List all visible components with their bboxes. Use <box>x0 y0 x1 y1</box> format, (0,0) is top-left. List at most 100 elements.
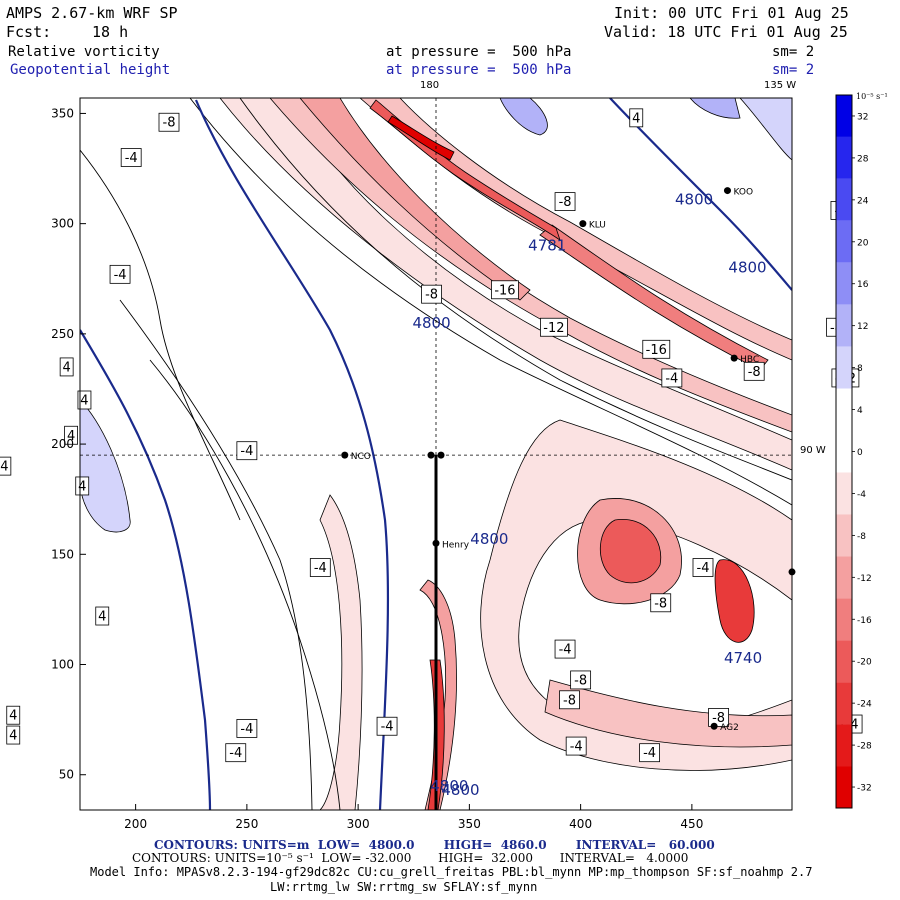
svg-text:KOO: KOO <box>733 188 753 198</box>
vorticity-label-15: -4 <box>309 558 331 577</box>
vorticity-label-12: 4 <box>6 705 21 725</box>
svg-text:-4: -4 <box>559 643 572 658</box>
field1-name: Relative vorticity <box>8 44 160 60</box>
vorticity-label-52: -4 <box>554 639 576 659</box>
colorbar-tick-label-9: -4 <box>857 490 866 500</box>
vorticity-label-24: -8 <box>554 192 576 212</box>
vorticity-label-4: 4 <box>77 390 92 410</box>
field2-level: at pressure = 500 hPa <box>386 62 572 78</box>
svg-text:-4: -4 <box>240 444 253 459</box>
svg-text:Henry: Henry <box>442 540 470 550</box>
svg-text:-4: -4 <box>314 561 327 576</box>
vorticity-label-31: -16 <box>491 280 519 300</box>
lon-label-180: 180 <box>420 80 440 91</box>
lon-label-135w: 135 W <box>764 80 797 91</box>
colorbar-tick-label-8: 0 <box>857 448 863 458</box>
colorbar-segment-9 <box>836 472 852 515</box>
colorbar-segment-1 <box>836 136 852 179</box>
vorticity-label-8: 4 <box>75 476 90 496</box>
field1-level: at pressure = 500 hPa <box>386 44 572 60</box>
svg-text:4: 4 <box>78 479 86 494</box>
colorbar-tick-label-15: -28 <box>857 742 872 752</box>
height-label-6: 4781 <box>528 237 566 255</box>
height-label-3: 4800 <box>430 777 468 795</box>
colorbar-tick-label-3: 20 <box>857 238 869 248</box>
y-tick-label-5: 300 <box>51 217 74 231</box>
colorbar-unit-label: 10⁻⁵ s⁻¹ <box>856 92 888 101</box>
y-tick-label-0: 50 <box>59 768 74 782</box>
vorticity-label-30: -8 <box>421 284 442 304</box>
vorticity-band-17 <box>689 98 741 119</box>
svg-text:-8: -8 <box>574 673 587 688</box>
svg-text:-8: -8 <box>163 116 176 131</box>
footer-model-info: Model Info: MPASv8.2.3-194-gf29dc82c CU:… <box>90 865 813 879</box>
stations: NCO Henry KLU KOO HBC AG2 <box>341 187 796 733</box>
svg-text:-4: -4 <box>229 746 242 761</box>
svg-text:-16: -16 <box>646 343 667 358</box>
colorbar-segment-14 <box>836 682 852 725</box>
y-tick-label-3: 200 <box>51 437 74 451</box>
plot-frame <box>79 97 793 811</box>
vorticity-band-16 <box>499 98 548 136</box>
vorticity-label-32: -12 <box>540 317 568 337</box>
vorticity-label-17: -4 <box>225 743 247 763</box>
svg-text:-4: -4 <box>570 740 583 755</box>
colorbar-segment-10 <box>836 514 852 557</box>
header-fcst-value: 18 h <box>92 23 129 41</box>
vorticity-label-5: 4 <box>64 425 78 445</box>
vorticity-label-16: -4 <box>236 719 258 738</box>
lon-label-90w: 90 W <box>800 445 826 456</box>
station-3: KOO <box>723 187 753 198</box>
vorticity-label-11: 4 <box>95 606 110 626</box>
height-contour-1 <box>80 329 212 810</box>
vorticity-band-3 <box>359 98 792 361</box>
svg-text:4: 4 <box>632 111 640 126</box>
vorticity-label-19: 4 <box>629 108 644 128</box>
colorbar-segment-6 <box>836 346 852 389</box>
y-tick-label-6: 350 <box>51 106 74 120</box>
colorbar-segment-13 <box>836 640 852 683</box>
svg-text:4: 4 <box>9 709 17 724</box>
colorbar-tick-label-5: 12 <box>857 322 868 332</box>
height-label-4: 4800 <box>675 190 713 208</box>
colorbar-segment-15 <box>836 724 852 767</box>
vorticity-band-13 <box>419 579 457 810</box>
vorticity-label-33: -16 <box>642 339 671 359</box>
svg-text:-8: -8 <box>559 195 572 210</box>
svg-text:HBC: HBC <box>740 355 759 365</box>
svg-text:-4: -4 <box>381 720 394 735</box>
vorticity-contour-4 <box>80 149 241 521</box>
colorbar-segment-5 <box>836 304 852 347</box>
vorticity-label-13: 4 <box>6 725 21 745</box>
station-0: NCO <box>341 451 371 462</box>
header-valid: Valid: 18 UTC Fri 01 Aug 25 <box>604 23 848 41</box>
vorticity-band-10 <box>714 559 755 643</box>
vorticity-label-53: -8 <box>570 670 592 690</box>
header-fcst-label: Fcst: <box>6 23 52 41</box>
vorticity-label-0: -8 <box>158 112 180 132</box>
svg-text:AG2: AG2 <box>720 723 739 733</box>
svg-text:4: 4 <box>63 360 71 375</box>
x-tick-label-5: 450 <box>680 817 703 831</box>
vorticity-label-18: -4 <box>376 716 398 736</box>
vorticity-band-9 <box>599 518 662 584</box>
colorbar-tick-label-14: -24 <box>857 700 872 710</box>
field2-name: Geopotential height <box>10 62 171 78</box>
height-label-5: 4800 <box>728 259 766 277</box>
svg-text:4: 4 <box>80 393 88 408</box>
station-1: Henry <box>432 539 470 550</box>
colorbar-segment-4 <box>836 262 852 305</box>
svg-text:-4: -4 <box>697 561 710 576</box>
svg-text:-8: -8 <box>748 365 761 380</box>
colorbar-tick-label-11: -12 <box>857 574 872 584</box>
svg-text:-4: -4 <box>665 371 678 386</box>
footer-contours-height: CONTOURS: UNITS=m LOW= 4800.0 HIGH= 4860… <box>154 838 715 852</box>
colorbar-tick-label-6: 8 <box>857 364 863 374</box>
vorticity-label-54: -8 <box>559 690 580 710</box>
vorticity-label-34: -4 <box>661 368 683 388</box>
colorbar-tick-label-16: -32 <box>857 784 872 794</box>
colorbar-segment-2 <box>836 178 852 221</box>
vorticity-label-7: 4 <box>0 456 12 476</box>
vorticity-label-1: -4 <box>120 148 142 167</box>
